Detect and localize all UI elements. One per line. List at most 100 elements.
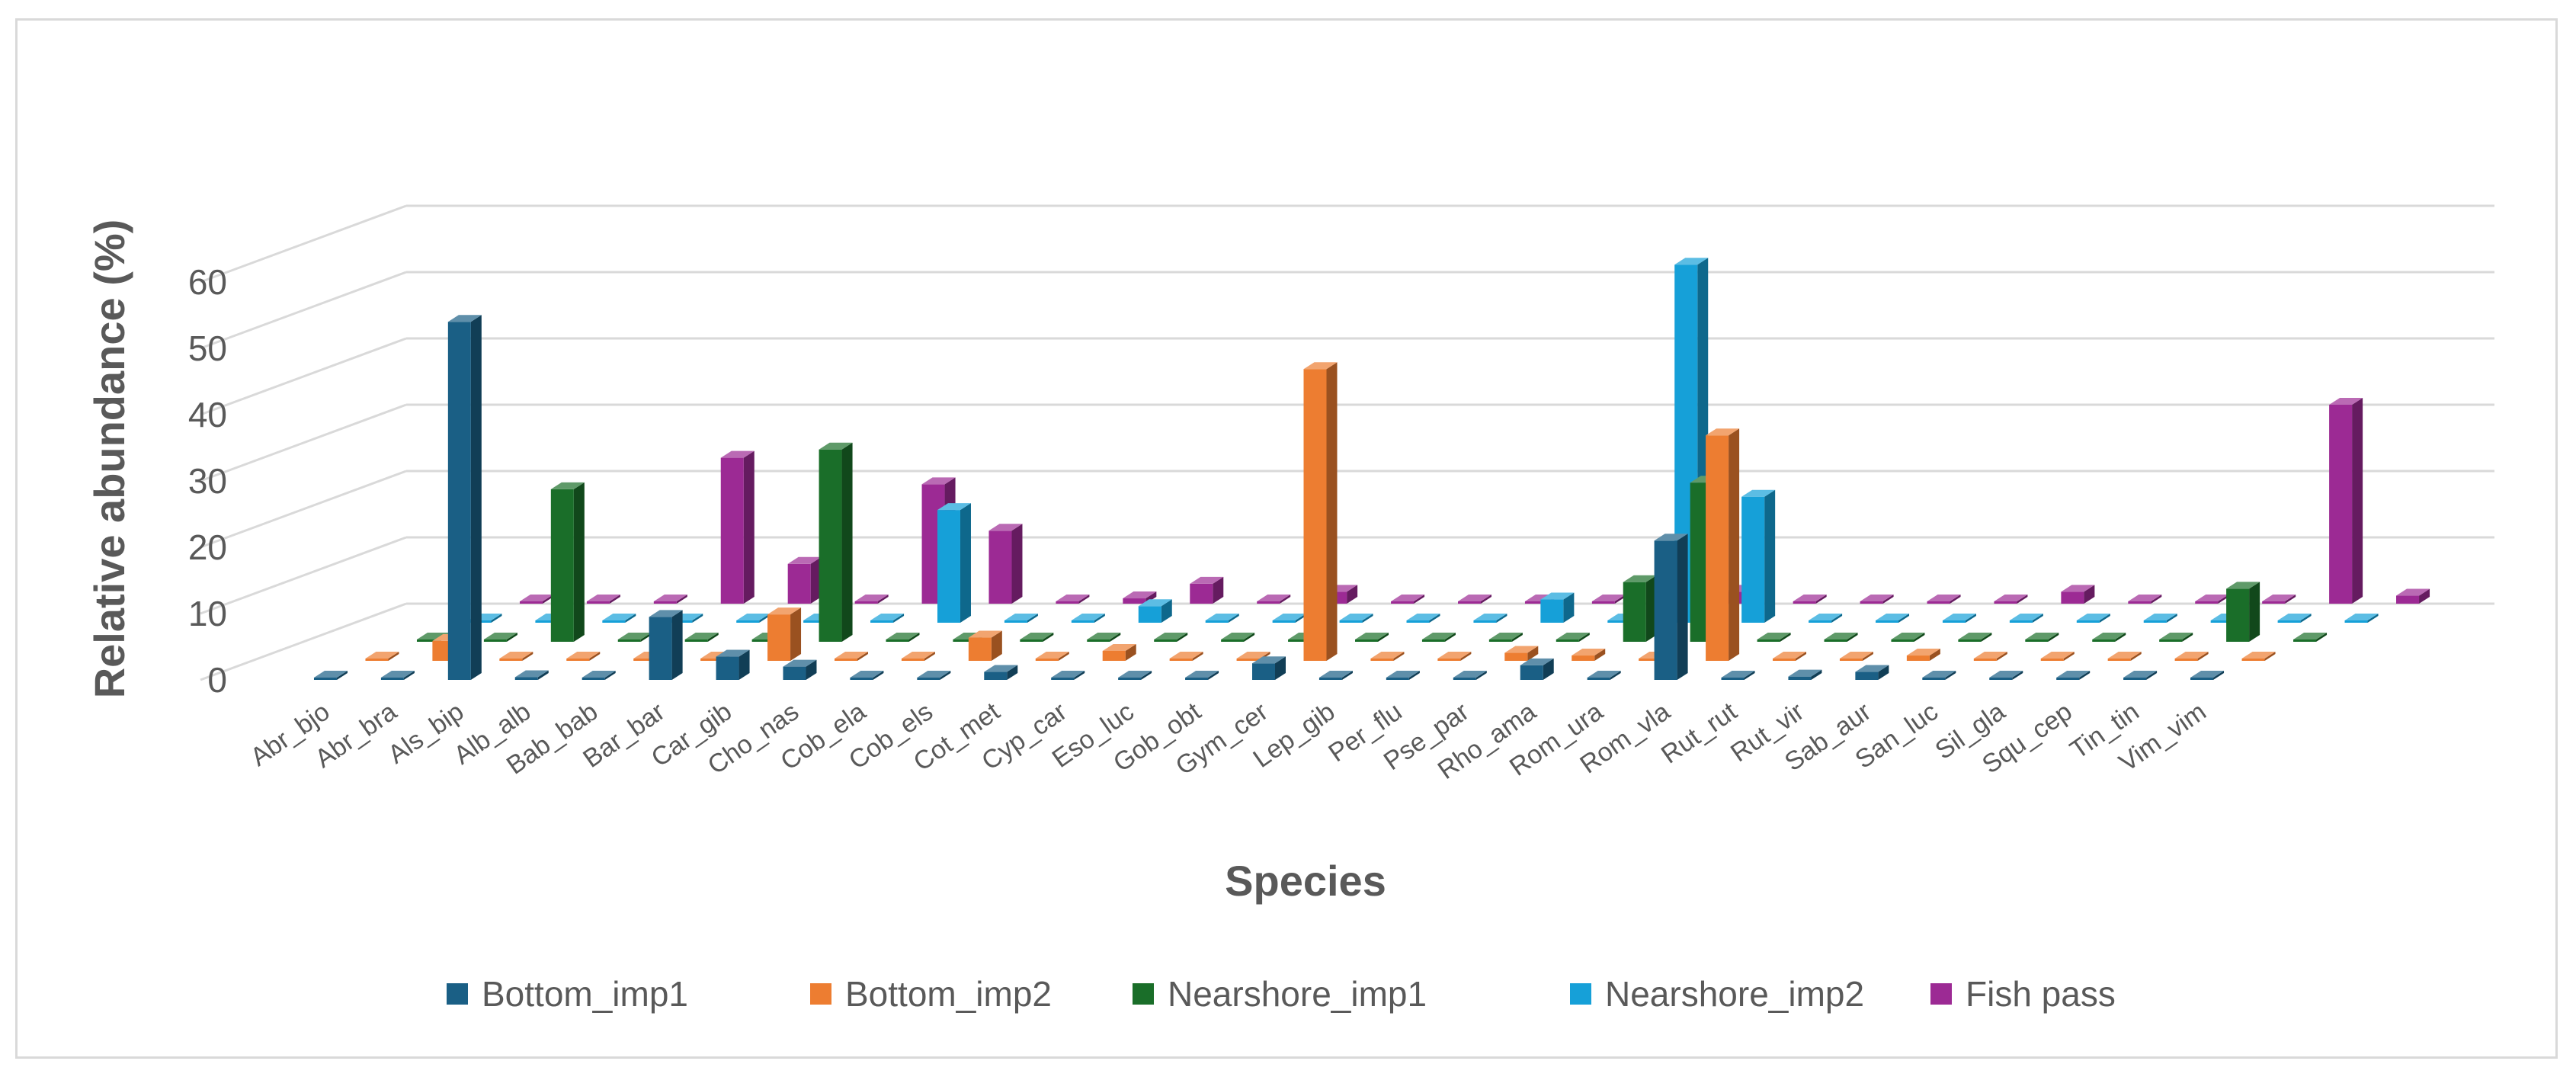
bar-side — [2017, 595, 2028, 604]
bar-bottom_imp2-squ_cep — [2107, 652, 2142, 661]
bar-top — [1654, 534, 1688, 541]
bar-bottom_imp1-tin_tin — [2123, 671, 2158, 680]
bar-bottom_imp2-san_luc — [1973, 652, 2007, 661]
bar-side — [1110, 633, 1121, 642]
bar-nearshore_imp2-san_luc — [2076, 614, 2110, 623]
bar-face — [519, 601, 543, 604]
bar-top — [1741, 489, 1776, 497]
bar-nearshore_imp1-cho_nas — [886, 633, 920, 642]
bar-face — [1721, 678, 1745, 680]
bar-fish-pass-cot_met — [1190, 576, 1224, 604]
bar-bottom_imp2-rut_vir — [1839, 652, 1873, 661]
bar-side — [573, 482, 585, 642]
legend-item-bottom_imp1: Bottom_imp1 — [447, 974, 688, 1014]
bar-side — [1878, 665, 1889, 680]
x-tick-label: Rut_rut — [1656, 697, 1743, 769]
bar-face — [2076, 620, 2100, 623]
bar-side — [857, 652, 868, 661]
bar-bottom_imp2-alb_alb — [566, 652, 601, 661]
bar-face — [1071, 620, 1094, 623]
bar-side — [1347, 585, 1358, 604]
bar-side — [506, 633, 517, 642]
bar-face — [1102, 650, 1126, 661]
bar-top — [1839, 652, 1873, 659]
bar-face — [1973, 659, 1997, 661]
bar-side — [1228, 614, 1239, 623]
bar-bottom_imp2-pse_par — [1504, 646, 1539, 661]
bar-side — [1244, 633, 1255, 642]
bar-top — [720, 450, 755, 458]
bar-top — [1303, 362, 1338, 370]
bar-side — [1341, 671, 1353, 680]
bar-side — [2218, 595, 2229, 604]
bar-top — [1391, 595, 1425, 601]
bar-face — [2107, 659, 2131, 661]
bar-side — [2115, 633, 2126, 642]
bar-side — [1496, 614, 1507, 623]
bar-nearshore_imp2-rut_rut — [1876, 614, 1910, 623]
bar-face — [1257, 601, 1280, 604]
bar-top — [2076, 614, 2110, 620]
bar-top — [1221, 633, 1255, 639]
bar-top — [1540, 592, 1575, 600]
bar-face — [2190, 678, 2214, 680]
bar-side — [1043, 633, 1054, 642]
bar-bottom_imp1-gob_obt — [1185, 671, 1219, 680]
bar-nearshore_imp1-rut_rut — [1824, 633, 1858, 642]
bar-face — [700, 659, 724, 661]
bar-side — [1027, 614, 1038, 623]
bar-nearshore_imp2-cob_els — [1071, 614, 1105, 623]
bar-nearshore_imp1-pse_par — [1556, 633, 1590, 642]
bar-side — [1213, 576, 1224, 604]
bar-side — [841, 442, 853, 642]
bar-bottom_imp2-sab_aur — [1906, 649, 1940, 661]
bar-side — [1141, 671, 1152, 680]
bar-face — [1339, 620, 1363, 623]
bar-face — [365, 659, 389, 661]
bar-nearshore_imp1-alb_alb — [617, 633, 652, 642]
bar-face — [1020, 639, 1043, 642]
gridline-side — [200, 536, 407, 615]
bar-side — [1125, 643, 1136, 661]
bar-nearshore_imp1-eso_luc — [1221, 633, 1255, 642]
chart-svg: 0 10 20 30 40 50 60 Abr_bjoAbr_braAls_bipAlb_a… — [85, 204, 2494, 1014]
bar-top — [1809, 614, 1843, 620]
bar-side — [806, 659, 817, 680]
bar-face — [1221, 639, 1245, 642]
bar-nearshore_imp1-car_gib — [819, 442, 853, 642]
bar-bottom_imp1-cob_ela — [850, 671, 884, 680]
bar-side — [1847, 633, 1858, 642]
bar-top — [1035, 652, 1069, 659]
bar-top — [519, 595, 553, 601]
bar-top — [1051, 671, 1085, 678]
bar-face — [2344, 620, 2368, 623]
bar-nearshore_imp1-rom_vla — [1757, 633, 1791, 642]
bar-top — [2190, 671, 2225, 678]
bar-top — [313, 671, 348, 678]
bar-top — [1138, 599, 1172, 607]
bar-top — [2143, 614, 2177, 620]
y-tick-label: 10 — [188, 594, 227, 633]
bar-face — [1706, 435, 1729, 661]
bar-top — [1504, 646, 1539, 653]
legend: Bottom_imp1 Bottom_imp2 Nearshore_imp1 Near… — [447, 974, 2116, 1014]
legend-swatch — [810, 983, 831, 1005]
bar-top — [783, 659, 817, 667]
bar-top — [2159, 633, 2193, 639]
bar-side — [1950, 595, 1961, 604]
bar-fish-pass-bab_bab — [787, 556, 822, 604]
bar-face — [2241, 659, 2265, 661]
bar-face — [1891, 639, 1914, 642]
bar-top — [1793, 595, 1827, 601]
bar-bottom_imp2-cho_nas — [834, 652, 868, 661]
bar-fish-pass-squ_cep — [2262, 595, 2296, 604]
bar-face — [1386, 678, 1409, 680]
bar-face — [1942, 620, 1966, 623]
bar-face — [1051, 678, 1075, 680]
bar-face — [870, 620, 894, 623]
bar-top — [1102, 643, 1136, 651]
bar-side — [1594, 649, 1606, 661]
bar-top — [1674, 258, 1709, 265]
bar-top — [1318, 671, 1353, 678]
bar-face — [1591, 601, 1615, 604]
